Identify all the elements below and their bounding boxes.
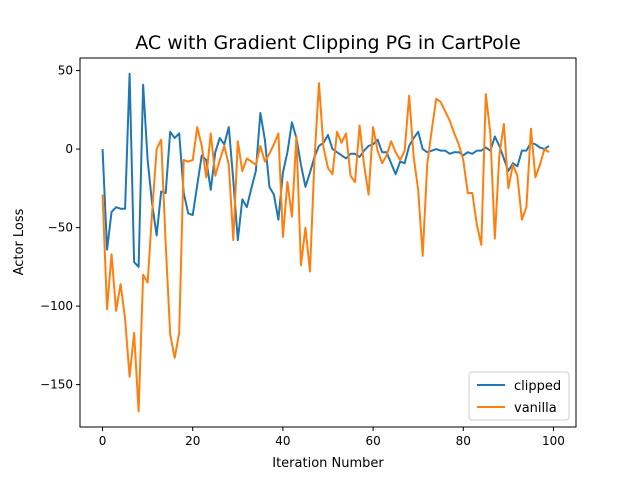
x-axis-label: Iteration Number: [272, 456, 384, 471]
legend-label-clipped: clipped: [514, 379, 561, 394]
axis-ticks: 0 20 40 60 80 100 50 0 −50 −100 −150: [40, 64, 565, 448]
plot-frame: [79, 57, 577, 428]
x-tick-label: 20: [185, 434, 200, 448]
y-tick-label: 0: [65, 142, 73, 156]
series-line-vanilla: [101, 82, 550, 413]
legend: clipped vanilla: [468, 371, 570, 421]
y-tick-label: −150: [40, 378, 73, 392]
x-tick-label: 40: [275, 434, 290, 448]
y-tick-label: −50: [48, 221, 73, 235]
series-lines: [101, 72, 550, 413]
y-tick-label: 50: [58, 64, 73, 78]
x-tick-label: 60: [365, 434, 380, 448]
y-tick-label: −100: [40, 299, 73, 313]
x-tick-label: 80: [456, 434, 471, 448]
series-line-clipped: [101, 72, 550, 268]
legend-label-vanilla: vanilla: [514, 401, 557, 416]
y-axis-label: Actor Loss: [12, 208, 27, 275]
chart-title: AC with Gradient Clipping PG in CartPole: [135, 32, 521, 54]
x-tick-label: 100: [542, 434, 565, 448]
x-tick-label: 0: [99, 434, 107, 448]
